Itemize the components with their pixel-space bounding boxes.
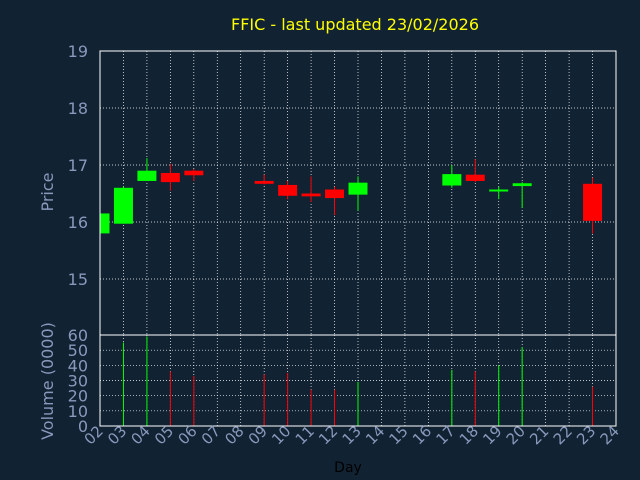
candle-body xyxy=(184,170,204,176)
volume-tick-label: 50 xyxy=(68,341,88,360)
axes xyxy=(99,50,617,427)
candle-body xyxy=(137,170,157,181)
candle-body xyxy=(325,189,345,199)
candle-body xyxy=(465,174,485,181)
volume-tick-label: 30 xyxy=(68,372,88,391)
volume-tick-label: 40 xyxy=(68,356,88,375)
x-axis-label: Day xyxy=(334,460,362,476)
candle-body xyxy=(489,189,509,192)
volume-tick-label: 0 xyxy=(78,417,88,436)
volume-panel-frame xyxy=(99,334,617,427)
candle-body xyxy=(160,172,180,183)
volume-tick-label: 10 xyxy=(68,402,88,421)
candle-body xyxy=(100,213,110,234)
candle-body xyxy=(583,183,603,221)
candle-body xyxy=(254,180,274,184)
candle-body xyxy=(278,184,298,196)
price-tick-label: 17 xyxy=(68,156,88,175)
candle-body xyxy=(113,187,133,224)
volume-tick-label: 20 xyxy=(68,387,88,406)
price-tick-label: 15 xyxy=(68,270,88,289)
price-tick-label: 16 xyxy=(68,213,88,232)
candle-body xyxy=(348,182,368,195)
candle-body xyxy=(301,193,321,197)
volume-axis-label: Volume (0000) xyxy=(38,322,57,440)
candle-body xyxy=(442,174,462,186)
price-axis-label: Price xyxy=(38,172,57,211)
volume-bars xyxy=(122,336,594,426)
price-tick-label: 18 xyxy=(68,99,88,118)
volume-tick-label: 60 xyxy=(68,326,88,345)
candle-body xyxy=(512,183,532,187)
price-tick-label: 19 xyxy=(68,42,88,61)
chart-title: FFIC - last updated 23/02/2026 xyxy=(231,15,479,34)
